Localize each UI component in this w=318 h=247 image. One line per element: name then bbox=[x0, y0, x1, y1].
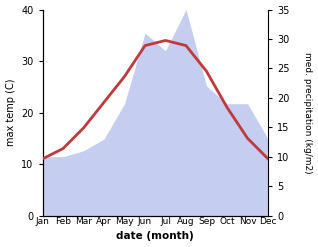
Y-axis label: med. precipitation (kg/m2): med. precipitation (kg/m2) bbox=[303, 52, 313, 173]
Y-axis label: max temp (C): max temp (C) bbox=[5, 79, 16, 146]
X-axis label: date (month): date (month) bbox=[116, 231, 194, 242]
